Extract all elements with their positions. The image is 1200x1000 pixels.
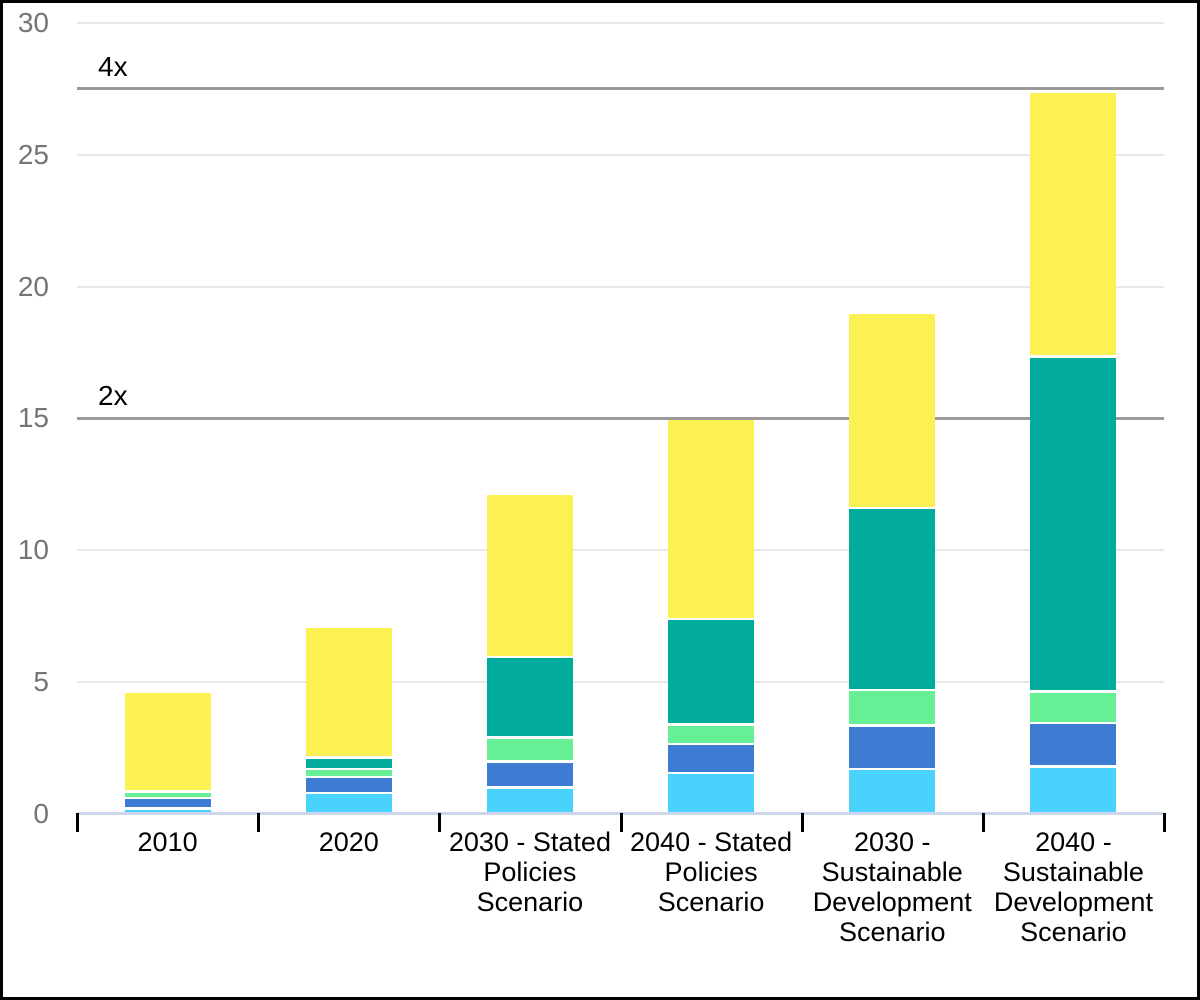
bar-segment-teal — [668, 620, 755, 724]
x-axis-tick — [257, 813, 261, 832]
bar-segment-yellow — [849, 314, 936, 507]
gridline — [77, 549, 1164, 552]
bar-segment-green — [849, 691, 936, 725]
bar-segment-blue — [486, 762, 573, 787]
x-axis-label: 2030 - Sustainable Development Scenario — [812, 827, 972, 947]
reference-line-label: 4x — [98, 50, 128, 82]
y-axis-tick-label: 5 — [33, 666, 49, 698]
bar-segment-light-blue — [305, 794, 392, 814]
bar-segment-teal — [305, 758, 392, 768]
x-axis-label: 2030 - Stated Policies Scenario — [448, 827, 611, 917]
bar-segment-green — [124, 792, 211, 797]
x-axis-label: 2020 — [318, 827, 379, 857]
gridline — [77, 21, 1164, 24]
x-axis-tick — [800, 813, 804, 832]
reference-line-2x — [77, 416, 1164, 420]
bar-segment-blue — [1030, 724, 1117, 766]
x-axis-tick — [76, 813, 79, 832]
bar-segment-light-blue — [668, 774, 755, 814]
gridline — [77, 681, 1164, 684]
x-axis-label: 2040 - Sustainable Development Scenario — [993, 827, 1153, 947]
bar-segment-light-blue — [849, 770, 936, 814]
bar-segment-green — [486, 738, 573, 760]
x-axis-tick — [438, 813, 442, 832]
bar-segment-yellow — [305, 628, 392, 756]
bar-segment-blue — [124, 799, 211, 808]
bar-segment-teal — [849, 509, 936, 689]
bar-segment-light-blue — [486, 788, 573, 814]
y-axis-tick-label: 30 — [17, 6, 49, 38]
reference-line-label: 2x — [98, 380, 128, 412]
bar-segment-yellow — [668, 419, 755, 618]
bar-segment-blue — [668, 745, 755, 772]
x-axis-tick — [619, 813, 623, 832]
bar-segment-blue — [305, 778, 392, 792]
bar-segment-teal — [1030, 357, 1117, 691]
bar-segment-green — [1030, 692, 1117, 722]
bar-segment-yellow — [1030, 92, 1117, 356]
bar-segment-green — [668, 725, 755, 743]
reference-line-4x — [77, 87, 1164, 91]
bar-segment-yellow — [486, 494, 573, 656]
y-axis-tick-label: 20 — [17, 270, 49, 302]
bar-segment-teal — [486, 658, 573, 737]
y-axis-tick-label: 0 — [33, 798, 49, 829]
x-axis-label: 2040 - Stated Policies Scenario — [630, 827, 793, 917]
x-axis-label: 2010 — [137, 827, 198, 857]
y-axis-tick-label: 10 — [17, 534, 49, 566]
bar-segment-light-blue — [1030, 767, 1117, 814]
x-axis-tick — [981, 813, 985, 832]
y-axis-tick-label: 25 — [17, 138, 49, 170]
bar-segment-blue — [849, 726, 936, 768]
plot-area: 0 5 10 15 20 25 30 2x 4x 2010 2020 2030 - Stated Po… — [3, 3, 1197, 997]
x-axis-tick — [1163, 813, 1166, 832]
y-axis-tick-label: 15 — [17, 402, 49, 434]
gridline — [77, 153, 1164, 156]
bar-segment-green — [305, 770, 392, 776]
bar-segment-yellow — [124, 692, 211, 791]
gridline — [77, 285, 1164, 288]
